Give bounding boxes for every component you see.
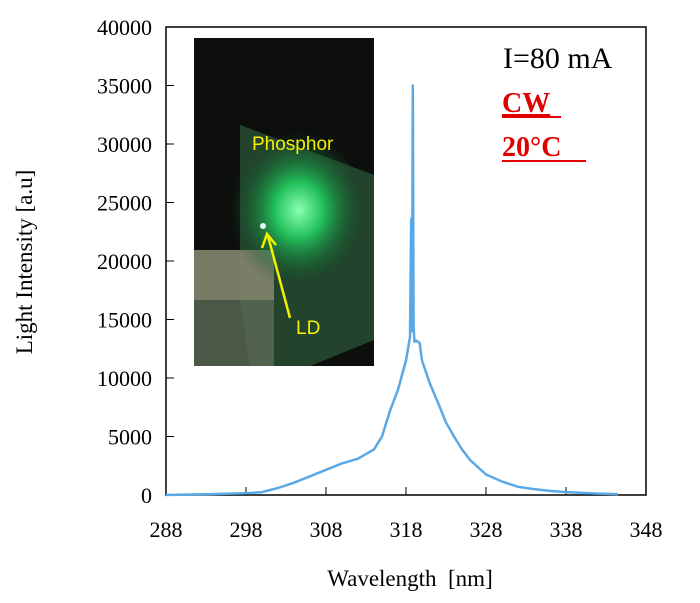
- y-tick-label: 20000: [97, 249, 152, 274]
- x-tick-label: 298: [230, 517, 263, 542]
- series-line: [165, 84, 619, 497]
- y-tick-label: 0: [141, 483, 152, 508]
- annotation-current: I=80 mA: [503, 42, 613, 75]
- y-tick-label: 25000: [97, 191, 152, 216]
- y-tick-label: 5000: [108, 425, 152, 450]
- annotation-temperature: 20°C: [502, 132, 561, 163]
- y-tick-label: 10000: [97, 366, 152, 391]
- x-tick-label: 338: [550, 517, 583, 542]
- y-tick-label: 30000: [97, 132, 152, 157]
- x-tick-label: 318: [390, 517, 423, 542]
- inset-label-phosphor: Phosphor: [252, 134, 334, 155]
- x-tick-label: 288: [150, 517, 183, 542]
- inset-label-ld: LD: [296, 318, 320, 339]
- x-tick-label: 308: [310, 517, 343, 542]
- x-tick-label: 328: [470, 517, 503, 542]
- y-tick-label: 15000: [97, 308, 152, 333]
- annotation-mode: CW: [502, 88, 550, 119]
- inset-photo: Phosphor LD: [194, 38, 374, 366]
- y-tick-label: 35000: [97, 74, 152, 99]
- x-tick-label: 348: [630, 517, 663, 542]
- x-axis-label: Wavelength [nm]: [327, 566, 492, 591]
- ld-arrow-icon: [266, 235, 292, 319]
- y-axis-label: Light Intensity [a.u]: [12, 170, 37, 355]
- y-tick-label: 40000: [97, 15, 152, 40]
